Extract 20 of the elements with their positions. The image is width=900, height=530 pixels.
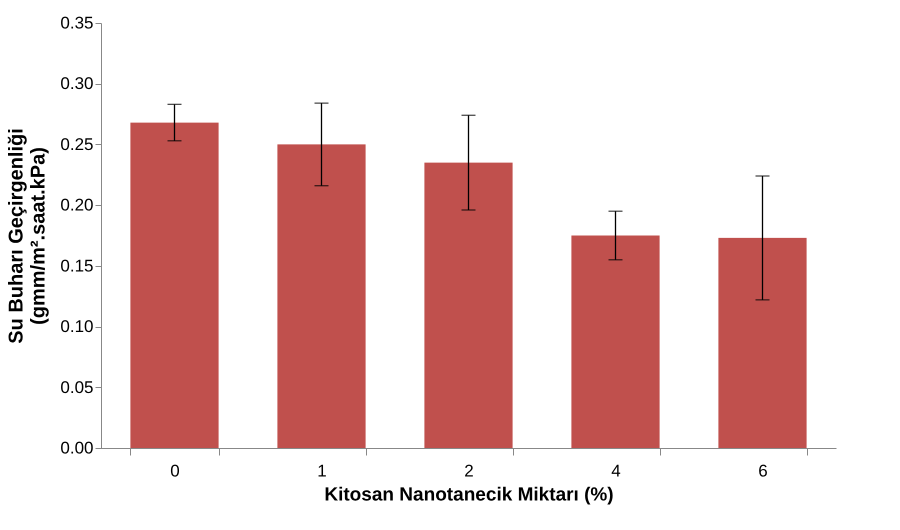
y-tick-label: 0.10: [60, 317, 94, 336]
y-axis-title: Su Buharı Geçirgenliği (gmm/m².saat.kPa): [5, 128, 50, 344]
x-tick-label: 0: [170, 462, 180, 480]
y-tick-label: 0.00: [60, 438, 94, 458]
y-tick-label: 0.05: [60, 378, 94, 397]
bar: [424, 162, 513, 448]
y-tick-label: 0.15: [60, 256, 94, 276]
y-tick-label: 0.35: [60, 14, 94, 32]
x-tick-label: 4: [611, 462, 621, 480]
bar: [718, 238, 807, 448]
bar: [571, 236, 660, 448]
x-tick-label: 2: [464, 462, 474, 480]
bar: [277, 144, 366, 448]
x-tick-label: 1: [317, 462, 327, 480]
y-tick-label: 0.20: [60, 196, 94, 215]
x-axis-title: Kitosan Nanotanecik Miktarı (%): [324, 484, 614, 506]
y-tick-label: 0.30: [60, 74, 94, 94]
y-tick-label: 0.25: [60, 134, 94, 154]
x-tick-label: 6: [758, 462, 768, 480]
bar: [130, 122, 219, 448]
